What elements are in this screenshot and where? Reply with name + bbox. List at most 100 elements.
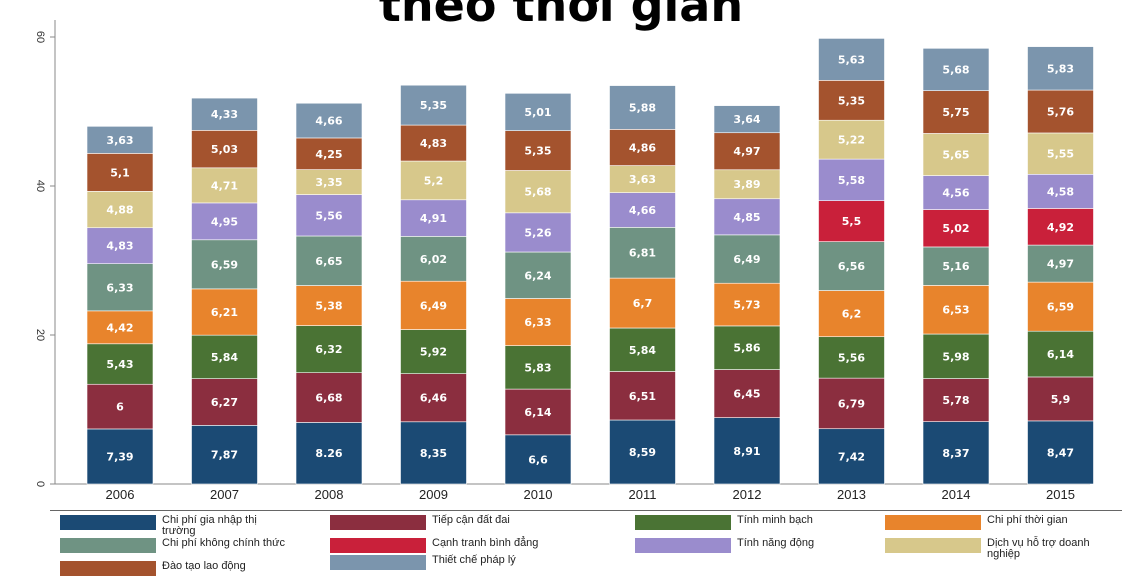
bar-data-label: 7,87 <box>211 449 238 462</box>
bar-data-label: 5,63 <box>838 53 865 66</box>
bar-segment <box>922 333 990 379</box>
bar-segment <box>1027 208 1094 246</box>
bar-data-label: 5,73 <box>733 299 760 312</box>
bar-data-label: 4,42 <box>106 321 133 334</box>
bar-data-label: 4,33 <box>211 108 238 121</box>
legend-swatch <box>330 515 426 530</box>
bar-segment <box>504 388 572 436</box>
bar-segment <box>713 105 781 134</box>
legend-item: Tính minh bạch <box>635 515 867 530</box>
bar-segment <box>295 169 363 195</box>
bar-segment <box>400 421 467 485</box>
legend-label: Chi phí thời gian <box>987 514 1068 526</box>
bar-segment <box>400 280 467 330</box>
legend-swatch <box>330 555 426 570</box>
legend-swatch <box>330 538 426 553</box>
bar-data-label: 5,03 <box>211 143 238 156</box>
bar-data-label: 5,78 <box>942 394 969 407</box>
bar-data-label: 5,84 <box>629 344 656 357</box>
bar-data-label: 4,58 <box>1047 185 1074 198</box>
bar-data-label: 5,5 <box>842 215 862 228</box>
bar-segment <box>1027 281 1094 332</box>
bar-segment <box>818 80 885 121</box>
bar-data-label: 5,56 <box>838 351 865 364</box>
bar-segment <box>713 325 781 370</box>
legend-swatch <box>885 538 981 553</box>
bar-segment <box>922 48 990 91</box>
bar-data-label: 5,68 <box>524 186 551 199</box>
bar-segment <box>86 383 154 430</box>
x-tick-label: 2009 <box>419 487 448 502</box>
legend-item: Tiếp cận đất đai <box>330 515 562 530</box>
bar-segment <box>504 170 572 214</box>
bar-data-label: 5,86 <box>733 342 760 355</box>
bar-data-label: 5,01 <box>524 106 551 119</box>
bar-segment <box>504 434 572 485</box>
legend-label: Tiếp cận đất đai <box>432 514 510 526</box>
bar-segment <box>922 133 990 176</box>
bar-data-label: 5,35 <box>420 99 447 112</box>
bar-segment <box>400 160 467 201</box>
bar-segment <box>609 419 676 485</box>
bar-data-label: 5,92 <box>420 346 447 359</box>
bar-segment <box>818 119 885 160</box>
bar-segment <box>1027 376 1094 422</box>
legend-label: Tính năng động <box>737 537 815 549</box>
x-tick-label: 2015 <box>1046 487 1075 502</box>
bar-segment <box>818 377 885 430</box>
bar-data-label: 6,14 <box>524 406 551 419</box>
legend-item: Chi phí gia nhập thị trường <box>60 515 292 537</box>
bar-segment <box>922 246 990 286</box>
bar-segment <box>86 126 154 154</box>
bar-segment <box>1027 46 1094 91</box>
x-tick-label: 2007 <box>210 487 239 502</box>
y-tick-label: 60 <box>34 31 46 43</box>
bar-data-label: 6,14 <box>1047 348 1074 361</box>
bar-segment <box>818 290 885 338</box>
bar-data-label: 5,56 <box>315 209 342 222</box>
bar-segment <box>922 209 990 248</box>
x-tick-label: 2013 <box>837 487 866 502</box>
bar-data-label: 6,02 <box>420 253 447 266</box>
x-tick-label: 2014 <box>942 487 971 502</box>
bar-data-label: 6,46 <box>420 392 447 405</box>
y-tick-label: 20 <box>34 329 46 341</box>
bar-data-label: 6,2 <box>842 308 862 321</box>
bar-data-label: 6,59 <box>211 258 238 271</box>
chart-title: theo thời gian <box>378 0 744 32</box>
bar-segment <box>1027 89 1094 134</box>
legend-swatch <box>60 538 156 553</box>
bar-data-label: 5,88 <box>629 101 656 114</box>
bar-segment <box>191 334 258 379</box>
bar-data-label: 6,32 <box>315 343 342 356</box>
bar-segment <box>818 428 885 485</box>
bar-data-label: 6,51 <box>629 390 656 403</box>
bar-data-label: 6,81 <box>629 247 656 260</box>
bar-data-label: 5,35 <box>838 94 865 107</box>
bar-data-label: 5,2 <box>424 174 444 187</box>
bar-segment <box>295 285 363 326</box>
bar-segment <box>504 212 572 253</box>
bar-data-label: 6,24 <box>524 269 551 282</box>
bar-segment <box>295 194 363 237</box>
bar-data-label: 6,49 <box>733 253 760 266</box>
bar-data-label: 6,33 <box>524 316 551 329</box>
bar-data-label: 5,83 <box>524 361 551 374</box>
bar-data-label: 5,83 <box>1047 62 1074 75</box>
bar-segment <box>400 124 467 162</box>
bar-segment <box>400 84 467 126</box>
legend-label: Cạnh tranh bình đẳng <box>432 537 539 549</box>
bar-segment <box>504 298 572 346</box>
bar-data-label: 3,89 <box>733 178 760 191</box>
bar-segment <box>922 90 990 134</box>
bar-segment <box>295 102 363 139</box>
bar-data-label: 6,53 <box>942 304 969 317</box>
bar-data-label: 4,97 <box>733 145 760 158</box>
legend-item: Cạnh tranh bình đẳng <box>330 538 562 553</box>
bar-data-label: 6,49 <box>420 299 447 312</box>
bar-segment <box>609 192 676 228</box>
legend-swatch <box>60 561 156 576</box>
legend-swatch <box>885 515 981 530</box>
x-tick-label: 2011 <box>629 487 657 502</box>
bar-data-label: 6,56 <box>838 260 865 273</box>
